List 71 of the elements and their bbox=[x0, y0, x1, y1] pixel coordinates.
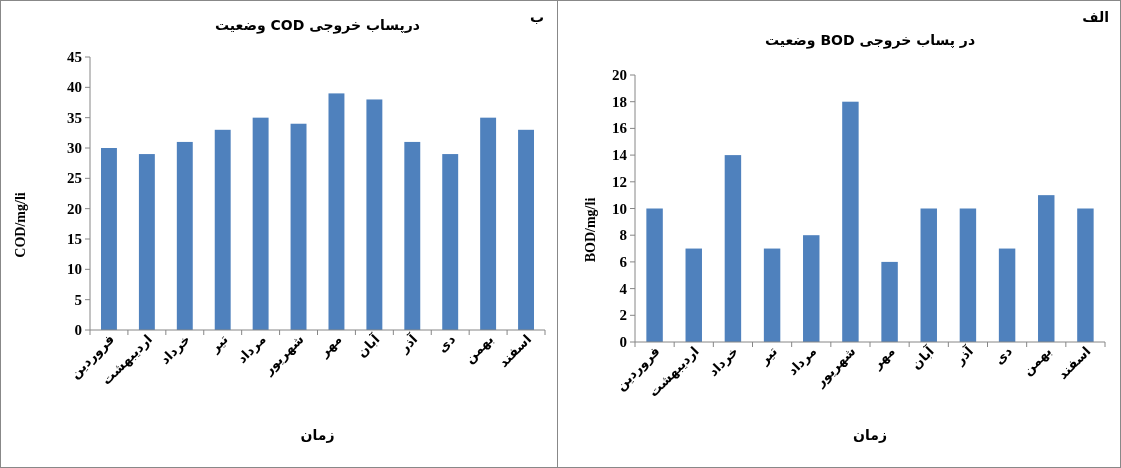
bar bbox=[920, 208, 937, 342]
x-tick-label: مهر bbox=[868, 343, 898, 373]
y-tick-label: 0 bbox=[74, 322, 82, 338]
x-tick-label: آذر bbox=[950, 342, 977, 368]
x-tick-label: مهر bbox=[315, 331, 345, 361]
x-tick-label: دی bbox=[991, 343, 1016, 368]
x-tick-label: آذر bbox=[395, 330, 421, 356]
y-tick-label: 2 bbox=[619, 307, 627, 324]
y-tick-label: 20 bbox=[67, 200, 82, 217]
bar bbox=[480, 117, 497, 330]
y-tick-label: 16 bbox=[612, 120, 628, 137]
x-tick-label: بهمن bbox=[1019, 343, 1055, 379]
y-tick-label: 15 bbox=[67, 231, 82, 247]
y-axis-title: BOD/mg/li bbox=[583, 197, 598, 263]
bar bbox=[724, 155, 742, 342]
x-tick-label: اسفند bbox=[1055, 343, 1094, 382]
y-tick-label: 10 bbox=[612, 200, 627, 217]
bar bbox=[252, 117, 269, 330]
bar bbox=[1077, 208, 1094, 342]
x-tick-label: خرداد bbox=[157, 331, 193, 368]
y-tick-label: 14 bbox=[612, 147, 628, 164]
y-tick-label: 4 bbox=[619, 280, 628, 297]
y-tick-label: 5 bbox=[74, 291, 82, 308]
bar bbox=[290, 123, 307, 330]
x-tick-label: تیر bbox=[206, 331, 231, 356]
bar bbox=[366, 99, 383, 330]
chart-title: وضعیت COD درپساب خروجی bbox=[215, 17, 420, 34]
bar bbox=[518, 129, 534, 330]
bar bbox=[842, 101, 859, 342]
bar bbox=[685, 248, 702, 342]
bar bbox=[646, 208, 663, 342]
x-tick-label: اسفند bbox=[495, 331, 535, 370]
bar bbox=[328, 93, 345, 330]
bar bbox=[881, 261, 898, 342]
y-tick-label: 20 bbox=[612, 67, 627, 83]
y-tick-label: 18 bbox=[612, 93, 627, 110]
x-tick-label: خرداد bbox=[705, 343, 742, 380]
y-tick-label: 35 bbox=[67, 109, 82, 126]
bar bbox=[404, 141, 421, 330]
bar bbox=[1038, 195, 1055, 342]
y-axis-title: COD/mg/li bbox=[13, 192, 28, 258]
x-tick-label: مرداد bbox=[784, 343, 820, 379]
x-tick-label: آبان bbox=[907, 342, 938, 373]
chart-title: وضعیت BOD در پساب خروجی bbox=[764, 32, 976, 49]
x-tick-label: مرداد bbox=[234, 331, 269, 367]
x-axis-title: زمان bbox=[853, 427, 887, 443]
text: ب bbox=[529, 9, 544, 25]
bar bbox=[959, 208, 977, 342]
x-tick-label: تیر bbox=[755, 343, 781, 368]
y-tick-label: 30 bbox=[67, 140, 82, 156]
bar bbox=[214, 129, 231, 330]
x-tick-label: آبان bbox=[353, 330, 383, 361]
bar bbox=[138, 154, 155, 330]
y-tick-label: 45 bbox=[67, 49, 82, 65]
y-tick-label: 12 bbox=[612, 173, 627, 190]
y-tick-label: 6 bbox=[619, 253, 628, 270]
bar bbox=[442, 154, 459, 330]
x-axis-title: زمان bbox=[300, 427, 335, 443]
y-tick-label: 8 bbox=[619, 227, 627, 244]
x-tick-label: بهمن bbox=[461, 331, 497, 367]
bar bbox=[763, 248, 781, 342]
y-tick-label: 25 bbox=[67, 170, 82, 187]
bar bbox=[176, 141, 193, 330]
x-tick-label: دی bbox=[434, 331, 459, 356]
bar bbox=[101, 148, 117, 330]
y-tick-label: 0 bbox=[619, 334, 627, 350]
bar bbox=[803, 235, 820, 342]
y-tick-label: 10 bbox=[67, 261, 82, 278]
bar bbox=[998, 248, 1016, 342]
text: الف bbox=[1082, 9, 1109, 25]
y-tick-label: 40 bbox=[67, 79, 82, 96]
